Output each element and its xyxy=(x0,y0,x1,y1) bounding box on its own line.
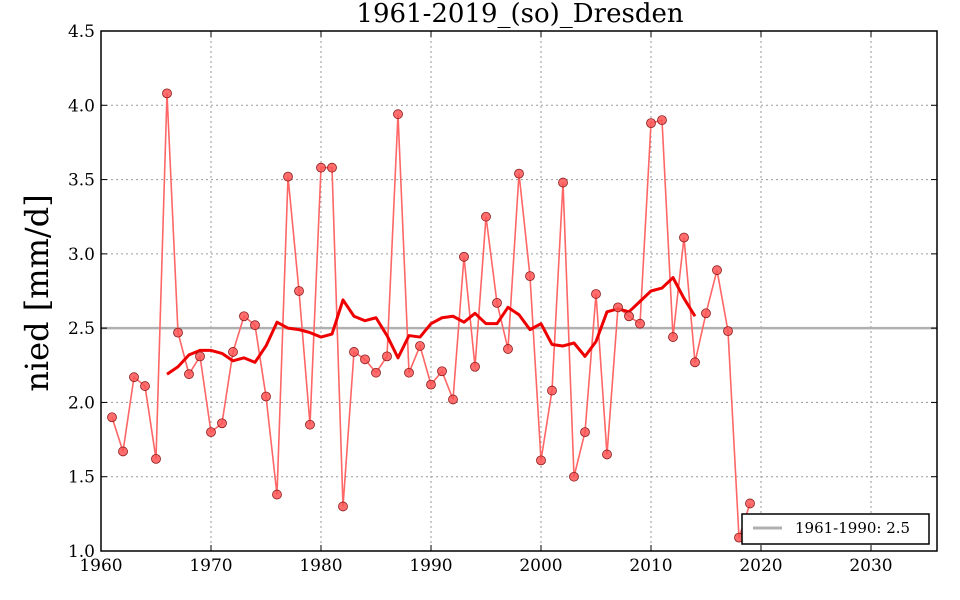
annual-data-point xyxy=(228,347,238,357)
annual-data-point xyxy=(558,177,568,188)
y-tick-label: 4.5 xyxy=(68,22,95,42)
annual-data-point xyxy=(624,311,634,322)
x-tick-label: 1980 xyxy=(299,556,342,576)
annual-data-point xyxy=(547,385,557,396)
annual-data-point xyxy=(217,418,227,429)
annual-data-point xyxy=(525,271,535,282)
annual-data-point xyxy=(283,171,293,182)
annual-data-point xyxy=(701,308,711,319)
legend: 1961-1990: 2.5 xyxy=(741,513,930,545)
annual-data-point xyxy=(250,320,260,331)
annual-data-point xyxy=(206,427,216,438)
annual-data-point xyxy=(360,354,370,365)
annual-data-point xyxy=(404,367,414,378)
annual-data-point xyxy=(723,326,733,337)
annual-data-point xyxy=(459,251,469,262)
annual-data-point xyxy=(195,351,205,362)
x-tick-label: 2010 xyxy=(629,556,672,576)
y-tick-label: 4.0 xyxy=(68,96,95,116)
annual-data-point xyxy=(349,347,359,357)
x-tick-label: 2020 xyxy=(739,556,782,576)
annual-data-point xyxy=(635,318,645,329)
x-tick-label: 2030 xyxy=(849,556,892,576)
annual-data-point xyxy=(107,412,117,423)
annual-data-point xyxy=(492,297,502,308)
annual-data-point xyxy=(679,232,689,243)
x-tick-label: 1960 xyxy=(79,556,122,576)
series-group xyxy=(107,88,755,543)
annual-data-point xyxy=(514,168,524,179)
moving-average-line xyxy=(166,276,697,376)
y-tick-label: 3.5 xyxy=(68,171,95,191)
annual-data-point xyxy=(580,427,590,438)
annual-data-point xyxy=(272,489,282,500)
annual-data-point xyxy=(316,162,326,173)
annual-data-point xyxy=(481,211,491,222)
annual-data-point xyxy=(437,366,447,377)
annual-data-point xyxy=(613,302,623,313)
annual-data-point xyxy=(173,327,183,338)
annual-data-point xyxy=(239,311,249,322)
annual-data-point xyxy=(503,344,513,354)
annual-data-point xyxy=(602,449,612,460)
annual-data-point xyxy=(690,357,700,368)
annual-data-point xyxy=(305,419,315,430)
annual-data-point xyxy=(129,372,139,383)
chart-title: 1961-2019_(so)_Dresden xyxy=(356,0,683,29)
annual-data-point xyxy=(118,446,128,457)
annual-data-point xyxy=(470,361,480,372)
annual-data-point xyxy=(536,455,546,466)
annual-data-point xyxy=(382,351,392,362)
annual-data-point xyxy=(184,369,194,380)
annual-data-point xyxy=(646,118,656,129)
annual-data-point xyxy=(371,367,381,378)
y-tick-label: 1.5 xyxy=(68,468,95,488)
annual-data-point xyxy=(261,391,271,402)
annual-data-point xyxy=(745,498,755,509)
x-tick-label: 1970 xyxy=(189,556,232,576)
annual-data-point xyxy=(668,332,678,342)
annual-data-point xyxy=(712,265,722,276)
annual-data-point xyxy=(569,471,579,482)
annual-data-point xyxy=(162,88,172,99)
annual-data-point xyxy=(338,501,348,512)
annual-data-point xyxy=(151,453,161,464)
annual-data-point xyxy=(591,289,601,299)
y-tick-label: 2.5 xyxy=(68,319,95,339)
annual-data-point xyxy=(415,341,425,351)
y-tick-label: 1.0 xyxy=(68,542,95,562)
annual-data-point xyxy=(448,394,458,405)
annual-data-point xyxy=(140,381,150,391)
y-tick-label: 3.0 xyxy=(68,245,95,265)
y-tick-label: 2.0 xyxy=(68,393,95,413)
x-tick-label: 1990 xyxy=(409,556,452,576)
annual-data-point xyxy=(426,379,436,390)
annual-data-point xyxy=(657,115,667,126)
y-axis-label: nied [mm/d] xyxy=(18,194,56,391)
plot-frame xyxy=(100,30,938,552)
annual-data-point xyxy=(327,162,337,173)
axis-ticks: 1960 1970 1980 1990 2000 2010 2020 2030 1.0 1.5 2.… xyxy=(68,22,937,576)
annual-data-point xyxy=(294,286,304,296)
x-tick-label: 2000 xyxy=(519,556,562,576)
annual-data-point xyxy=(393,109,403,120)
legend-label: 1961-1990: 2.5 xyxy=(795,519,910,537)
